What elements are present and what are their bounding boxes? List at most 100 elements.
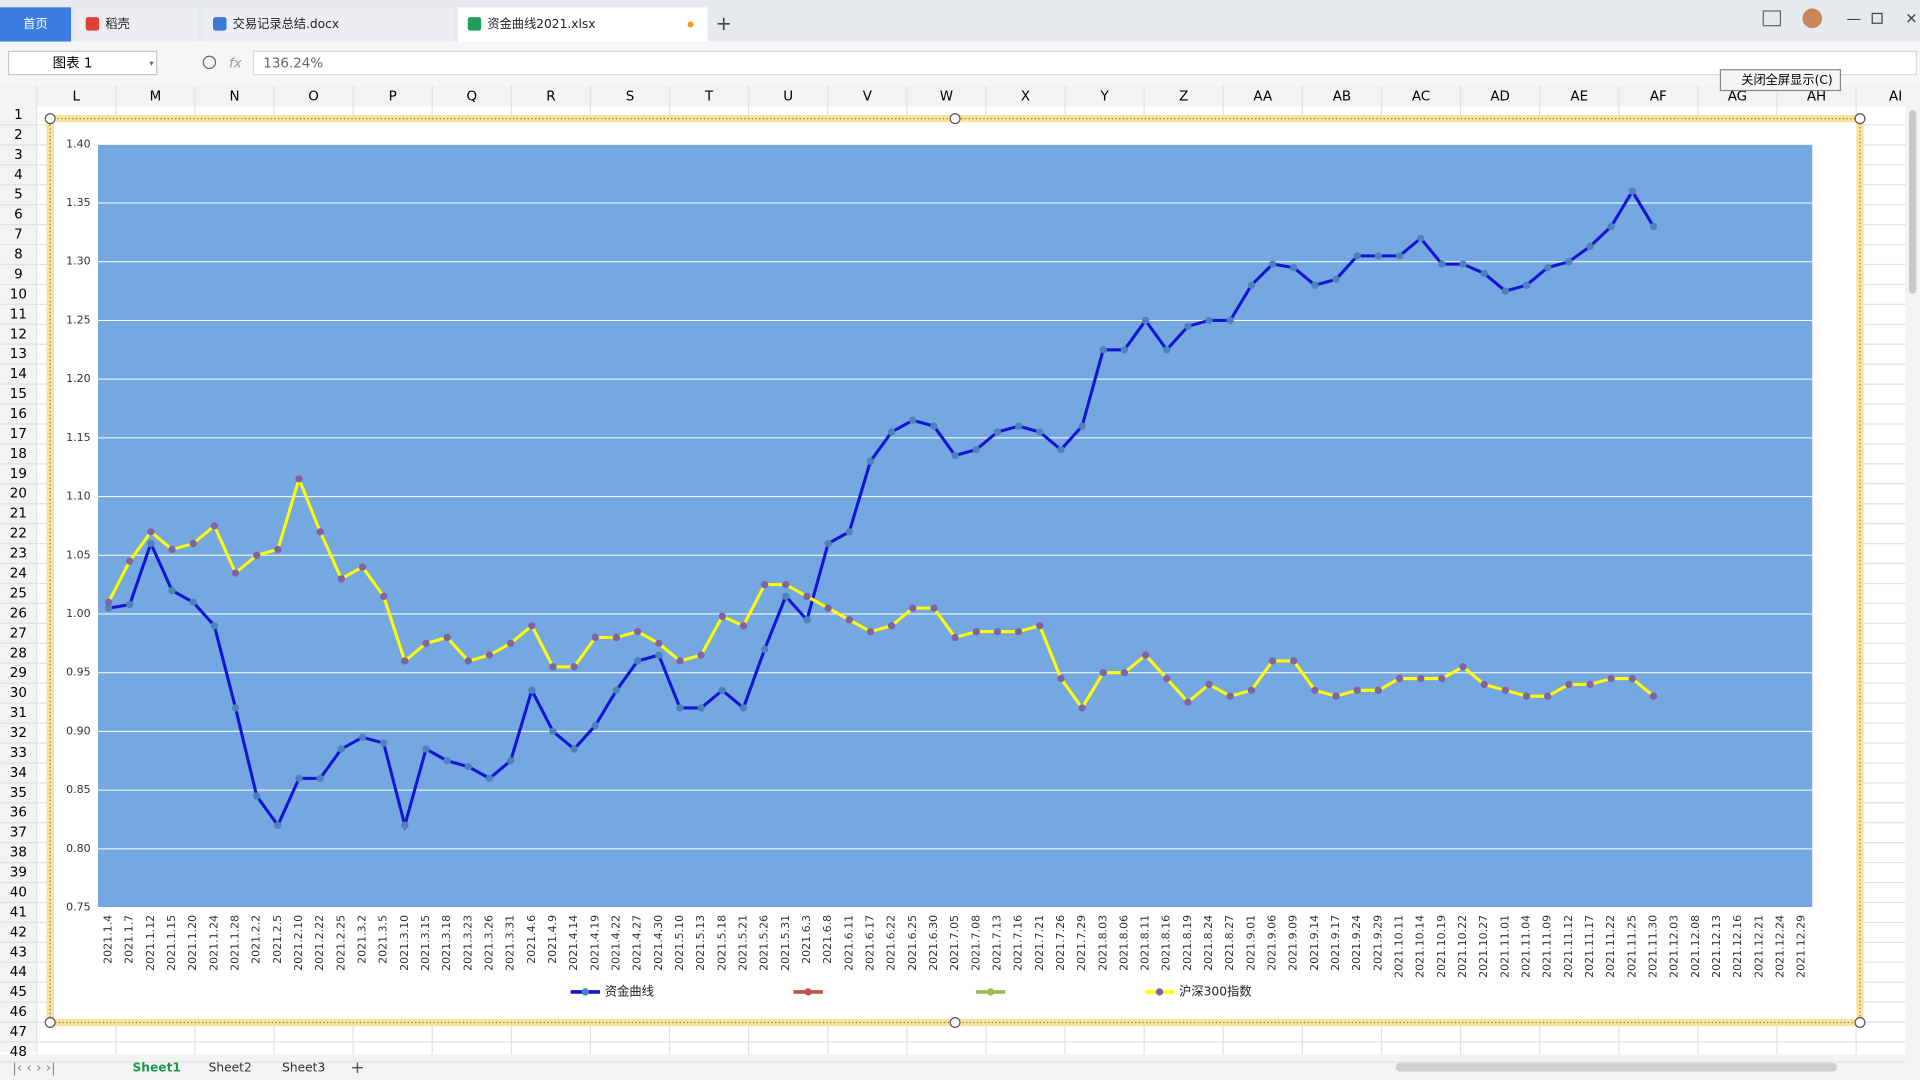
x-tick-label: 2021.7.05 bbox=[948, 915, 961, 971]
x-tick-label: 2021.4.6 bbox=[525, 915, 538, 964]
data-point bbox=[1586, 680, 1594, 689]
data-point bbox=[1290, 263, 1298, 272]
data-point bbox=[126, 557, 134, 565]
x-tick-label: 2021.8.24 bbox=[1202, 915, 1215, 971]
legend-swatch bbox=[986, 988, 995, 996]
data-point bbox=[1607, 222, 1615, 231]
data-point bbox=[274, 545, 282, 554]
close[interactable]: ✕ bbox=[1905, 11, 1917, 28]
data-point bbox=[951, 633, 959, 642]
x-tick-label: 2021.3.2 bbox=[356, 915, 369, 964]
data-point bbox=[549, 663, 557, 671]
window-icon[interactable] bbox=[1762, 10, 1782, 27]
data-point bbox=[1438, 674, 1446, 683]
add-sheet[interactable]: + bbox=[350, 1058, 364, 1078]
legend-label: 沪深300指数 bbox=[1179, 983, 1251, 998]
row-header: 5 bbox=[14, 188, 23, 203]
row-header: 37 bbox=[10, 826, 27, 841]
avatar[interactable] bbox=[1802, 8, 1823, 29]
data-point bbox=[506, 757, 515, 765]
resize-handle[interactable] bbox=[44, 113, 56, 125]
resize-handle[interactable] bbox=[949, 1017, 961, 1029]
x-tick-label: 2021.5.10 bbox=[673, 915, 686, 971]
data-point bbox=[126, 600, 134, 609]
formula-box[interactable] bbox=[252, 50, 1917, 76]
row-header: 44 bbox=[10, 965, 27, 980]
data-point bbox=[1057, 674, 1065, 683]
sheet-tab[interactable]: Sheet3 bbox=[282, 1060, 325, 1074]
data-point bbox=[866, 457, 875, 466]
tab[interactable] bbox=[457, 7, 708, 42]
data-point bbox=[1184, 322, 1192, 330]
resize-handle[interactable] bbox=[949, 113, 961, 125]
tab-icon bbox=[467, 17, 482, 31]
y-tick-label: 0.90 bbox=[66, 724, 91, 737]
data-point bbox=[1078, 422, 1086, 430]
data-point bbox=[295, 475, 303, 483]
data-point bbox=[845, 528, 853, 536]
column-header: T bbox=[704, 90, 714, 105]
data-point bbox=[1438, 260, 1446, 268]
chart[interactable]: 资金曲线与沪深300走势对比图 0.750.800.850.900.951.00… bbox=[44, 113, 1866, 1029]
scroll-thumb[interactable] bbox=[1908, 110, 1917, 294]
data-point bbox=[1120, 346, 1129, 354]
x-tick-label: 2021.4.14 bbox=[567, 915, 580, 971]
y-tick-label: 0.80 bbox=[66, 842, 91, 855]
minimize[interactable]: — bbox=[1847, 11, 1862, 28]
x-tick-label: 2021.8.11 bbox=[1139, 915, 1152, 971]
tab-icon bbox=[85, 17, 100, 31]
data-point bbox=[718, 686, 726, 694]
data-point bbox=[464, 762, 473, 771]
row-header: 43 bbox=[10, 945, 27, 960]
column-header: AB bbox=[1333, 90, 1351, 105]
data-point bbox=[1395, 674, 1404, 683]
data-point bbox=[1290, 657, 1298, 665]
row-header: 4 bbox=[14, 168, 23, 183]
tab[interactable] bbox=[0, 7, 72, 42]
h-scroll-thumb[interactable] bbox=[1395, 1062, 1837, 1072]
row-header: 21 bbox=[10, 507, 27, 522]
formula-text: 136.24% bbox=[263, 57, 323, 72]
data-point bbox=[1480, 269, 1488, 278]
resize-handle[interactable] bbox=[1854, 1017, 1866, 1029]
y-tick-label: 0.85 bbox=[66, 783, 91, 796]
data-point bbox=[1014, 627, 1023, 636]
row-header: 32 bbox=[10, 726, 27, 741]
data-point bbox=[1374, 686, 1383, 694]
column-header: AI bbox=[1889, 90, 1902, 105]
sheet-nav[interactable]: |‹ ‹ › ›| bbox=[12, 1061, 55, 1076]
resize-handle[interactable] bbox=[1854, 113, 1866, 125]
column-header-bar bbox=[0, 85, 1920, 107]
data-point bbox=[422, 745, 430, 753]
fullscreen-button[interactable] bbox=[1719, 69, 1842, 92]
x-tick-label: 2021.11.04 bbox=[1520, 915, 1533, 978]
data-point bbox=[189, 539, 197, 548]
legend-swatch bbox=[804, 988, 812, 996]
x-tick-label: 2021.4.19 bbox=[588, 915, 601, 971]
data-point bbox=[1353, 252, 1361, 260]
sheet-tab[interactable]: Sheet2 bbox=[209, 1060, 252, 1074]
data-point bbox=[1649, 692, 1658, 700]
sheet-tab[interactable]: Sheet1 bbox=[133, 1060, 181, 1074]
data-point bbox=[845, 616, 853, 624]
y-tick-label: 0.95 bbox=[66, 666, 91, 679]
new-tab[interactable]: + bbox=[715, 12, 731, 35]
name-box[interactable] bbox=[7, 50, 158, 76]
tab[interactable] bbox=[203, 7, 454, 42]
data-point bbox=[210, 622, 219, 630]
data-point bbox=[739, 704, 748, 712]
legend-swatch bbox=[581, 988, 589, 996]
row-header-bar bbox=[0, 85, 37, 1052]
zoom-icon[interactable] bbox=[202, 55, 217, 70]
x-tick-label: 2021.12.08 bbox=[1689, 915, 1702, 978]
row-header: 48 bbox=[10, 1045, 27, 1060]
resize-handle[interactable] bbox=[44, 1017, 56, 1029]
data-point bbox=[1480, 680, 1488, 689]
vertical-scrollbar[interactable] bbox=[1905, 85, 1920, 1058]
row-header: 16 bbox=[10, 407, 27, 422]
maximize[interactable] bbox=[1871, 12, 1883, 24]
data-point bbox=[104, 598, 113, 606]
row-header: 41 bbox=[10, 905, 27, 920]
column-header: AC bbox=[1412, 90, 1430, 105]
